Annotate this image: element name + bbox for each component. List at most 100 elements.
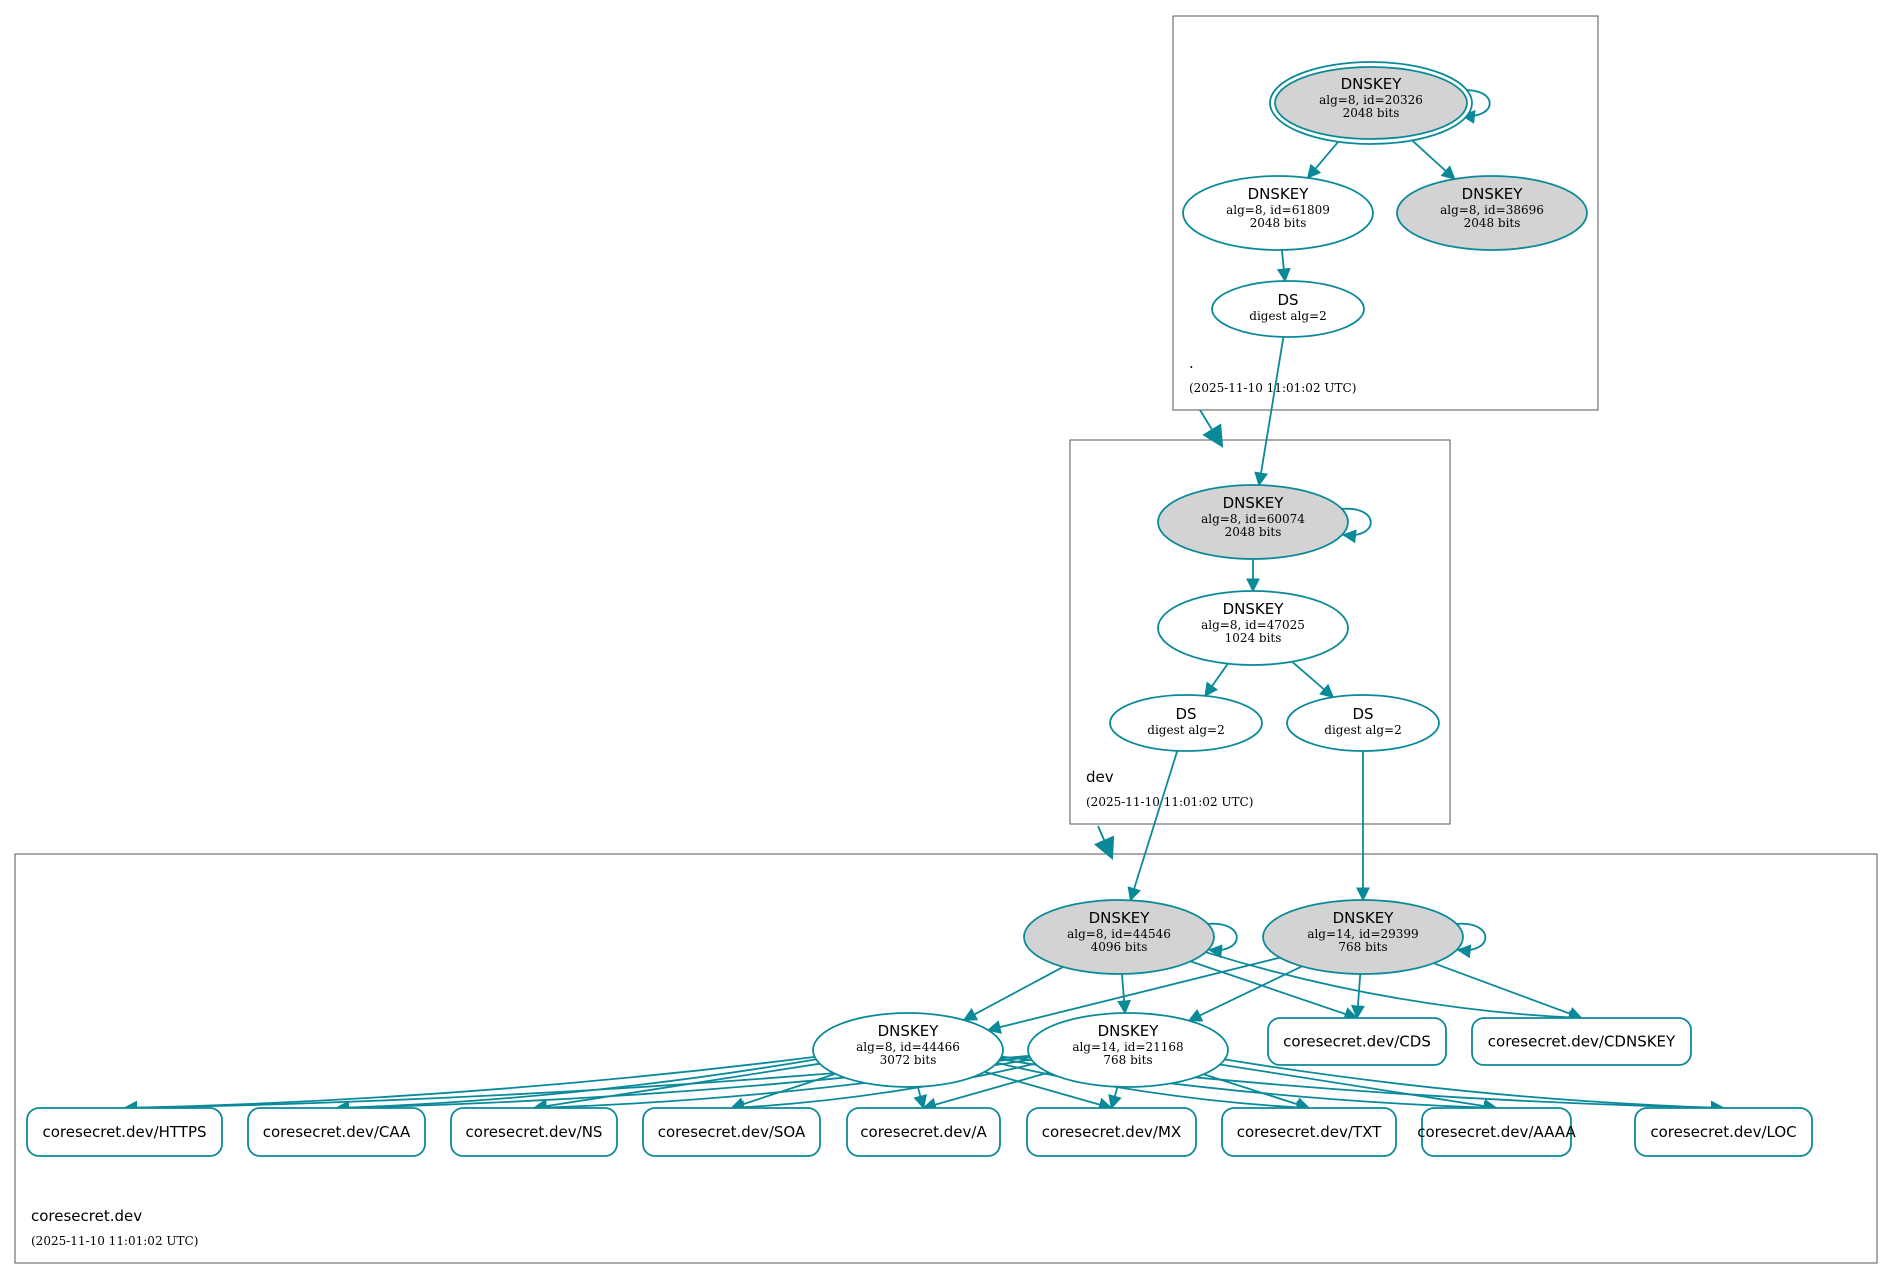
node-txt[interactable]: coresecret.dev/TXT [1221,1107,1397,1157]
edge-k44546-to-cdnskey [1205,951,1583,1025]
node-caa[interactable]: coresecret.dev/CAA [247,1107,426,1157]
rrset-label: coresecret.dev/MX [1042,1123,1181,1141]
record-detail: 768 bits [1338,940,1387,954]
node-ns[interactable]: coresecret.dev/NS [450,1107,618,1157]
edge-k21168-to-loc [1224,1058,1725,1115]
node-aaaa[interactable]: coresecret.dev/AAAA [1417,1107,1576,1157]
record-type: DNSKEY [1462,185,1524,203]
record-detail: alg=8, id=44466 [856,1040,960,1054]
edge-k44466-to-txt [996,1062,1311,1115]
zone-coresecret: coresecret.dev (2025-11-10 11:01:02 UTC) [14,853,1878,1264]
key-ellipse [1023,899,1215,975]
rrset-box [1471,1017,1692,1066]
node-soa[interactable]: coresecret.dev/SOA [642,1107,821,1157]
node-loc[interactable]: coresecret.dev/LOC [1634,1107,1813,1157]
key-ellipse [1109,694,1263,752]
record-detail: 3072 bits [880,1053,937,1067]
record-detail: alg=14, id=21168 [1072,1040,1183,1054]
zone-name: coresecret.dev [31,1207,142,1225]
edge-k44546-to-k44546 [1206,922,1238,959]
zone-border [1172,15,1599,411]
key-ellipse [812,1012,1004,1088]
rrset-box [642,1107,821,1157]
rrset-label: coresecret.dev/CAA [263,1123,411,1141]
edge-dsdev1-to-k44546 [1127,750,1179,902]
record-type: DNSKEY [1223,494,1285,512]
record-type: DNSKEY [1248,185,1310,203]
edge-k21168-to-aaaa [1219,1063,1498,1113]
zone-root: . (2025-11-10 11:01:02 UTC) [1172,15,1599,411]
rrset-box [1026,1107,1197,1157]
edge-k21168-to-a [922,1071,1049,1112]
edge-k44466-to-ns [532,1062,820,1113]
record-detail: 2048 bits [1225,525,1282,539]
zone-dev: dev (2025-11-10 11:01:02 UTC) [1069,439,1451,825]
key-ellipse [1262,899,1464,975]
edge-k29399-to-cds [1350,973,1365,1020]
rrset-box [1221,1107,1397,1157]
rrset-label: coresecret.dev/HTTPS [42,1123,206,1141]
record-type: DS [1277,291,1298,309]
key-ellipse [1157,484,1349,560]
rrset-label: coresecret.dev/SOA [658,1123,806,1141]
zone-name: . [1189,354,1194,372]
node-mx[interactable]: coresecret.dev/MX [1026,1107,1197,1157]
record-type: DNSKEY [1098,1022,1160,1040]
node-cds[interactable]: coresecret.dev/CDS [1267,1017,1447,1066]
record-detail: digest alg=2 [1324,723,1401,737]
record-detail: 4096 bits [1091,940,1148,954]
edge-k21168-to-txt [1203,1073,1311,1111]
key-ellipse [1211,280,1365,338]
rrset-label: coresecret.dev/AAAA [1417,1123,1576,1141]
delegation-edge-root-to-dev [1199,409,1224,448]
edge-k29399-to-k21168 [1187,965,1303,1022]
edge-k61809-to-dsroot [1276,249,1291,283]
record-detail: alg=8, id=60074 [1201,512,1305,526]
node-https[interactable]: coresecret.dev/HTTPS [26,1107,223,1157]
record-type: DNSKEY [878,1022,940,1040]
edge-k29399-to-cdnskey [1433,962,1583,1021]
rrset-box [1421,1107,1572,1157]
record-detail: digest alg=2 [1249,309,1326,323]
record-detail: alg=14, id=29399 [1307,927,1418,941]
edge-k20326-to-k61809 [1306,136,1343,179]
record-detail: 2048 bits [1343,106,1400,120]
record-detail: alg=8, id=38696 [1440,203,1544,217]
edge-k44546-to-k21168 [1117,973,1132,1015]
record-detail: alg=8, id=44546 [1067,927,1171,941]
edge-k21168-to-mx [1108,1086,1122,1110]
key-ellipse [1396,175,1588,251]
edge-k60074-to-k60074 [1340,507,1372,544]
record-detail: alg=8, id=47025 [1201,618,1305,632]
zone-border [14,853,1878,1264]
edge-k44466-to-mx [984,1070,1113,1112]
zone-name: dev [1086,768,1114,786]
zone-timestamp: (2025-11-10 11:01:02 UTC) [1086,795,1253,809]
rrset-label: coresecret.dev/CDNSKEY [1488,1033,1676,1051]
node-a[interactable]: coresecret.dev/A [846,1107,1001,1157]
record-detail: 1024 bits [1225,631,1282,645]
record-type: DS [1352,705,1373,723]
edge-k47025-to-dsdev2 [1291,661,1335,699]
edge-k20326-to-k38696 [1407,135,1456,180]
node-cdnskey[interactable]: coresecret.dev/CDNSKEY [1471,1017,1692,1066]
edge-dsroot-to-k60074 [1254,336,1285,487]
key-ellipse [1274,66,1468,140]
rrset-box [247,1107,426,1157]
rrset-label: coresecret.dev/LOC [1650,1123,1796,1141]
edge-k44546-to-k44466 [962,966,1064,1021]
record-type: DNSKEY [1341,75,1403,93]
